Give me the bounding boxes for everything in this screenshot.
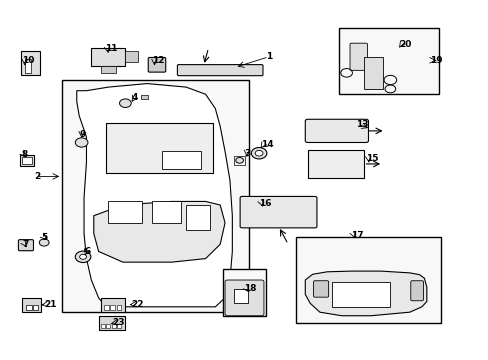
Text: 4: 4 bbox=[131, 93, 138, 102]
Text: 5: 5 bbox=[41, 233, 48, 242]
FancyBboxPatch shape bbox=[240, 197, 316, 228]
FancyBboxPatch shape bbox=[313, 281, 328, 297]
Text: 21: 21 bbox=[44, 300, 57, 309]
Bar bbox=[104, 305, 109, 310]
Bar bbox=[141, 95, 148, 99]
Text: 23: 23 bbox=[112, 318, 124, 327]
Text: 22: 22 bbox=[131, 300, 144, 309]
Circle shape bbox=[75, 138, 88, 147]
Bar bbox=[20, 155, 34, 166]
Bar bbox=[331, 282, 389, 307]
Text: 17: 17 bbox=[351, 231, 364, 240]
Bar bbox=[106, 123, 212, 173]
Text: 19: 19 bbox=[429, 56, 442, 65]
Bar bbox=[186, 205, 210, 230]
FancyBboxPatch shape bbox=[410, 281, 423, 301]
Bar bbox=[233, 289, 248, 303]
Text: 11: 11 bbox=[105, 44, 117, 53]
Bar bbox=[222, 269, 266, 316]
FancyBboxPatch shape bbox=[177, 64, 263, 76]
Bar bbox=[125, 51, 137, 62]
FancyBboxPatch shape bbox=[305, 119, 368, 143]
Bar bbox=[108, 202, 142, 223]
Text: 1: 1 bbox=[266, 52, 272, 61]
Text: 20: 20 bbox=[398, 40, 411, 49]
Bar bbox=[117, 324, 121, 328]
Bar bbox=[62, 80, 249, 312]
Text: 12: 12 bbox=[152, 56, 164, 65]
Bar bbox=[22, 157, 32, 164]
Bar bbox=[112, 324, 116, 328]
FancyBboxPatch shape bbox=[349, 43, 367, 70]
Text: 3: 3 bbox=[244, 149, 250, 158]
Circle shape bbox=[39, 239, 49, 246]
FancyBboxPatch shape bbox=[224, 280, 264, 316]
Bar bbox=[101, 324, 105, 328]
Bar bbox=[152, 202, 181, 223]
Bar bbox=[32, 305, 38, 310]
Circle shape bbox=[119, 99, 131, 108]
Text: 8: 8 bbox=[22, 150, 28, 159]
PathPatch shape bbox=[94, 202, 224, 262]
Bar bbox=[101, 66, 116, 73]
Circle shape bbox=[80, 254, 86, 259]
Text: 10: 10 bbox=[22, 56, 35, 65]
Circle shape bbox=[235, 157, 243, 163]
Text: 14: 14 bbox=[260, 140, 273, 149]
Bar bbox=[25, 59, 30, 73]
PathPatch shape bbox=[305, 271, 426, 316]
Bar bbox=[26, 305, 31, 310]
Bar bbox=[307, 150, 363, 178]
Bar bbox=[233, 156, 245, 165]
PathPatch shape bbox=[77, 84, 232, 307]
Bar bbox=[99, 316, 125, 330]
Circle shape bbox=[75, 251, 91, 262]
Bar bbox=[106, 324, 110, 328]
Bar bbox=[363, 57, 382, 89]
Text: 16: 16 bbox=[259, 199, 271, 208]
Text: 2: 2 bbox=[34, 172, 40, 181]
Text: 15: 15 bbox=[366, 154, 378, 163]
Bar bbox=[162, 152, 201, 169]
Bar bbox=[295, 237, 441, 323]
Bar bbox=[101, 298, 125, 312]
Bar bbox=[116, 305, 121, 310]
Bar bbox=[339, 28, 438, 94]
Bar bbox=[110, 305, 115, 310]
Text: 9: 9 bbox=[79, 130, 85, 139]
Circle shape bbox=[255, 150, 263, 156]
FancyBboxPatch shape bbox=[19, 240, 33, 251]
Bar bbox=[21, 51, 40, 75]
Text: 6: 6 bbox=[84, 247, 90, 256]
FancyBboxPatch shape bbox=[148, 58, 165, 72]
Bar bbox=[91, 48, 125, 66]
Text: 18: 18 bbox=[244, 284, 257, 293]
Text: 7: 7 bbox=[22, 240, 29, 249]
Text: 13: 13 bbox=[356, 120, 368, 129]
Bar bbox=[22, 298, 41, 312]
Circle shape bbox=[251, 148, 266, 159]
